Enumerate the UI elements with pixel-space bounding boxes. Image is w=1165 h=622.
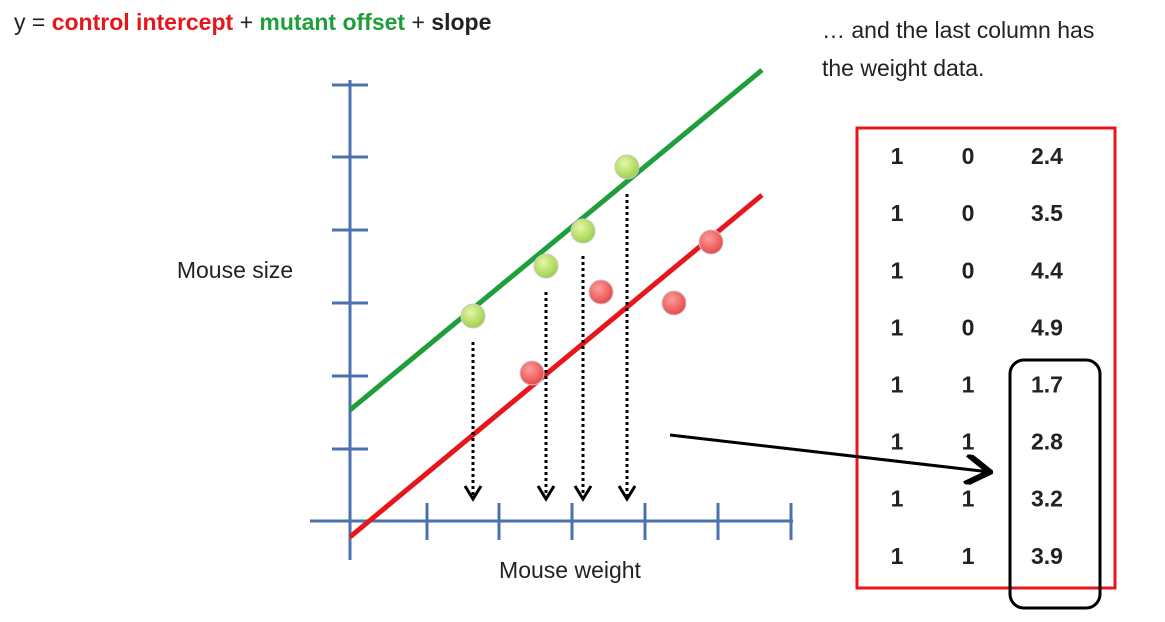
table-cell: 1 xyxy=(962,486,975,512)
table-cell: 1 xyxy=(891,314,904,340)
table-cell: 1 xyxy=(891,371,904,397)
table-cell: 1 xyxy=(891,257,904,283)
equation-part: + xyxy=(240,9,253,35)
table-cell: 0 xyxy=(962,143,975,169)
equation: y = control intercept + mutant offset + … xyxy=(14,9,491,35)
drop-arrows xyxy=(471,194,629,497)
column-highlight xyxy=(1008,358,1102,610)
table-cell: 1 xyxy=(891,143,904,169)
table-cell: 3.5 xyxy=(1031,200,1063,226)
table-cell: 1 xyxy=(962,543,975,569)
equation-part: + xyxy=(411,9,424,35)
table-cell: 0 xyxy=(962,200,975,226)
annotation: the weight data. xyxy=(822,55,984,81)
mutant-line xyxy=(348,68,764,412)
table-cell: 0 xyxy=(962,257,975,283)
points xyxy=(460,154,724,386)
table-cell: 0 xyxy=(962,314,975,340)
equation-part: y = xyxy=(14,9,45,35)
table-border xyxy=(855,126,1117,590)
y-axis-label: Mouse size xyxy=(177,257,293,283)
table-cell: 3.9 xyxy=(1031,543,1063,569)
table-cell: 1 xyxy=(891,486,904,512)
equation-part: mutant offset xyxy=(259,9,405,35)
equation-part: slope xyxy=(431,9,491,35)
table-cell: 3.2 xyxy=(1031,486,1063,512)
table-cell: 1 xyxy=(891,543,904,569)
control-line xyxy=(348,193,764,539)
table-cell: 1.7 xyxy=(1031,371,1063,397)
x-axis-label: Mouse weight xyxy=(499,557,642,583)
table-cell: 1 xyxy=(891,429,904,455)
annotation: … and the last column has xyxy=(822,17,1094,43)
arrow-heads xyxy=(463,485,637,502)
axes xyxy=(310,80,793,560)
table-cell: 4.4 xyxy=(1031,257,1063,283)
table-cell: 1 xyxy=(962,429,975,455)
equation-part: control intercept xyxy=(52,9,234,35)
table-cell: 1 xyxy=(891,200,904,226)
table: 1 0 2.4 1 0 3.5 1 0 4.4 1 0 4.9 1 1 1.7 1 1 2.8 1 1 3.2 1 1 3.9 xyxy=(891,143,1064,569)
pointer-arrow xyxy=(669,433,990,472)
table-cell: 4.9 xyxy=(1031,314,1063,340)
table-cell: 1 xyxy=(962,371,975,397)
table-cell: 2.4 xyxy=(1031,143,1063,169)
table-cell: 2.8 xyxy=(1031,429,1063,455)
